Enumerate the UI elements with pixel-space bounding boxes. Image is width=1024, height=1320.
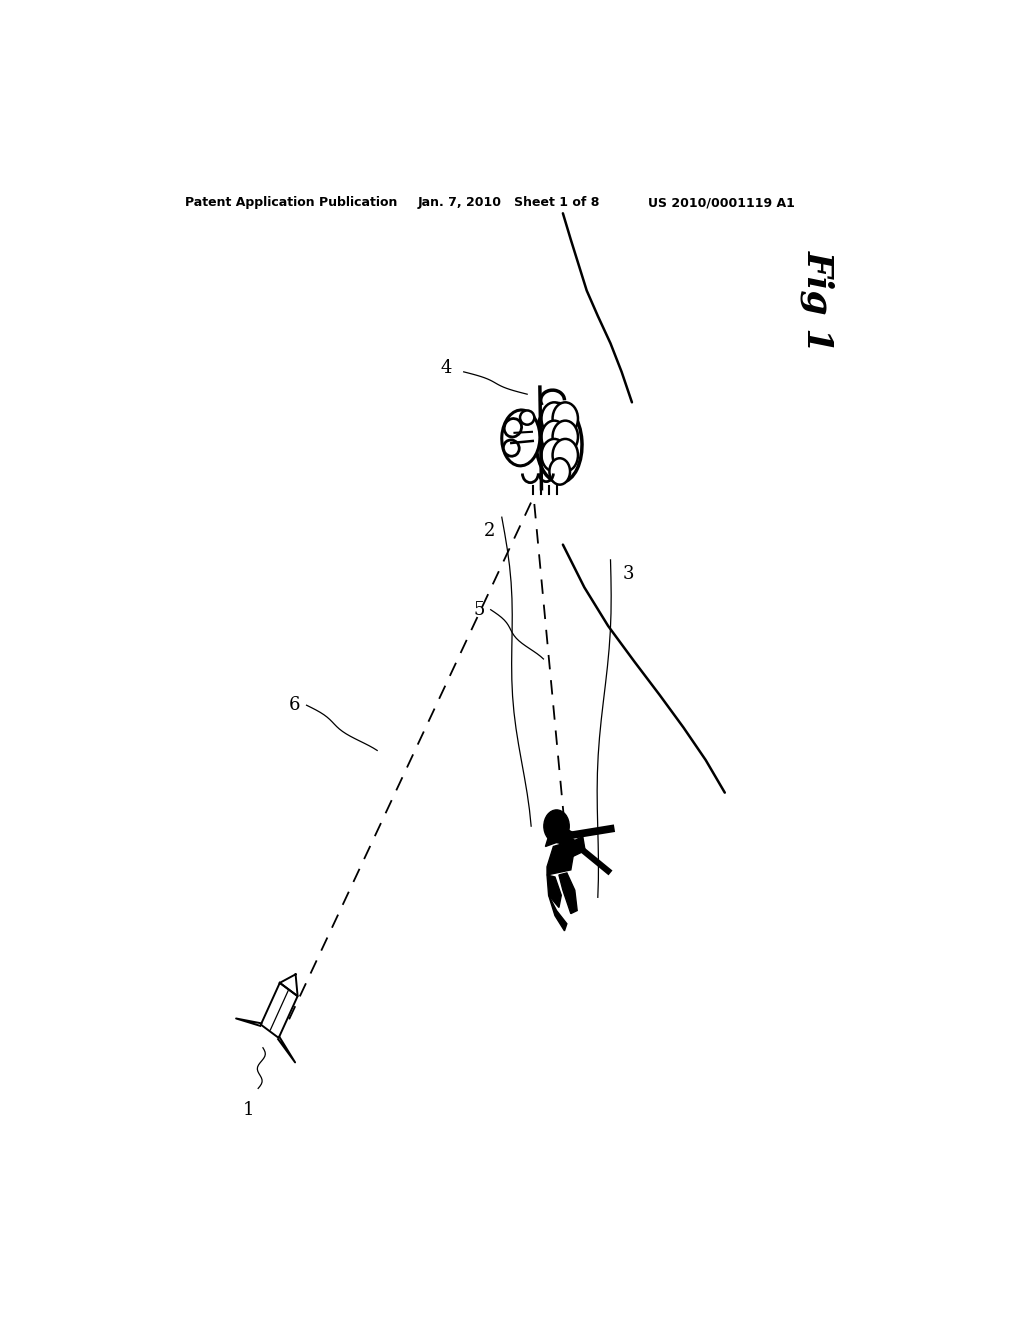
Circle shape: [542, 403, 567, 434]
Circle shape: [544, 810, 569, 842]
Text: 2: 2: [484, 523, 496, 540]
Ellipse shape: [502, 411, 540, 466]
Ellipse shape: [536, 404, 582, 483]
Text: Patent Application Publication: Patent Application Publication: [185, 195, 397, 209]
Ellipse shape: [504, 440, 519, 457]
Circle shape: [553, 403, 578, 434]
Polygon shape: [547, 842, 574, 875]
Text: Jan. 7, 2010   Sheet 1 of 8: Jan. 7, 2010 Sheet 1 of 8: [418, 195, 600, 209]
Text: US 2010/0001119 A1: US 2010/0001119 A1: [648, 195, 795, 209]
Text: Fig 1: Fig 1: [801, 249, 836, 352]
Text: 1: 1: [243, 1101, 254, 1118]
Text: 6: 6: [289, 696, 300, 714]
Polygon shape: [546, 826, 572, 846]
Polygon shape: [547, 875, 561, 907]
Text: 4: 4: [440, 359, 452, 376]
Circle shape: [553, 440, 578, 471]
Circle shape: [542, 421, 567, 453]
Polygon shape: [569, 840, 581, 857]
Ellipse shape: [520, 411, 535, 425]
Polygon shape: [570, 837, 585, 857]
Polygon shape: [559, 873, 578, 913]
Circle shape: [553, 421, 578, 453]
Text: 3: 3: [623, 565, 634, 583]
Polygon shape: [549, 895, 567, 931]
Circle shape: [542, 440, 567, 471]
Text: 5: 5: [473, 601, 484, 619]
Circle shape: [550, 458, 570, 484]
Ellipse shape: [504, 418, 521, 437]
